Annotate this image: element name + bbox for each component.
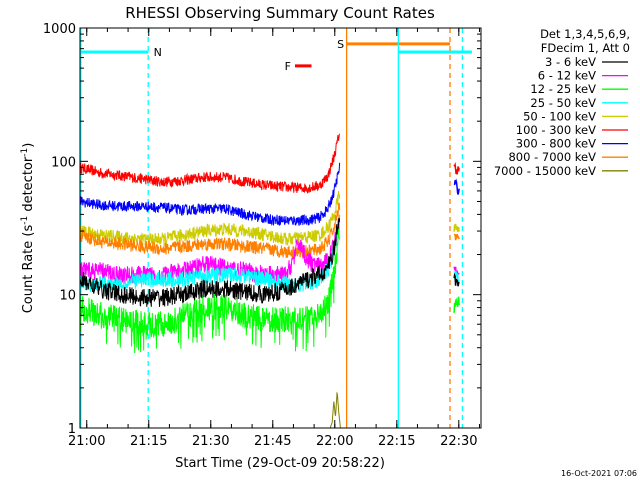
late-series-line <box>453 178 460 195</box>
series-line <box>79 191 341 246</box>
legend-entry-label: 12 - 25 keV <box>530 82 596 96</box>
footer-timestamp: 16-Oct-2021 07:06 <box>561 469 637 478</box>
flag-bar-label: S <box>337 38 344 51</box>
series-line <box>79 214 341 285</box>
y-tick-label: 1000 <box>43 22 76 37</box>
x-axis-label: Start Time (29-Oct-09 20:58:22) <box>175 456 385 471</box>
y-axis-label: Count Rate (s-1 detector-1) <box>20 143 36 314</box>
late-series-line <box>453 233 460 241</box>
y-tick-label: 100 <box>51 155 76 170</box>
vertical-marker-lines <box>80 28 464 428</box>
flag-bar-label: F <box>285 60 291 73</box>
late-series-line <box>453 272 460 287</box>
legend: Det 1,3,4,5,6,9, FDecim 1, Att 0 3 - 6 k… <box>494 27 630 178</box>
flag-bar-label: N <box>154 46 162 59</box>
y-tick-label: 10 <box>59 289 76 304</box>
series-line <box>79 202 341 259</box>
legend-entry-label: 50 - 100 keV <box>523 109 596 123</box>
legend-entry-label: 800 - 7000 keV <box>508 150 596 164</box>
instrument-flag-bars: N F S <box>80 38 472 73</box>
series-line <box>79 162 341 227</box>
late-series-line <box>453 270 460 285</box>
axis-ticks: 1 10 100 1000 21:00 21:15 21:30 21:45 22:00 22:15… <box>43 22 481 449</box>
late-series-line <box>453 162 460 175</box>
legend-entry-label: 7000 - 15000 keV <box>494 164 596 178</box>
legend-header-1: Det 1,3,4,5,6,9, <box>540 27 630 41</box>
x-tick-label: 21:30 <box>192 434 229 449</box>
late-series-line <box>453 223 460 233</box>
late-series-line <box>453 296 460 313</box>
y-label-mid: detector <box>21 156 36 216</box>
legend-header-2: FDecim 1, Att 0 <box>541 41 630 55</box>
x-tick-label: 21:00 <box>68 434 105 449</box>
y-label-end: ) <box>21 143 36 148</box>
y-tick-label: 1 <box>68 422 76 437</box>
y-label-sup2: -1 <box>20 148 30 157</box>
count-rate-series <box>79 133 341 429</box>
plot-frame <box>79 27 482 429</box>
series-line <box>79 229 341 354</box>
legend-entry-label: 300 - 800 keV <box>516 137 596 151</box>
chart-title: RHESSI Observing Summary Count Rates <box>125 4 435 22</box>
x-tick-label: 21:45 <box>254 434 291 449</box>
x-tick-label: 22:00 <box>316 434 353 449</box>
y-label-sup1: -1 <box>20 216 30 225</box>
series-line <box>329 391 341 429</box>
legend-entry-label: 25 - 50 keV <box>530 96 596 110</box>
series-line <box>79 217 341 307</box>
x-tick-label: 22:15 <box>378 434 415 449</box>
y-label-part: Count Rate (s <box>21 225 36 314</box>
legend-entry-label: 100 - 300 keV <box>516 123 596 137</box>
x-tick-label: 21:15 <box>130 434 167 449</box>
x-tick-label: 22:30 <box>440 434 477 449</box>
legend-entry-label: 3 - 6 keV <box>545 55 596 69</box>
late-segment-series <box>453 162 460 313</box>
series-line <box>79 133 341 194</box>
legend-entry-label: 6 - 12 keV <box>538 69 596 83</box>
